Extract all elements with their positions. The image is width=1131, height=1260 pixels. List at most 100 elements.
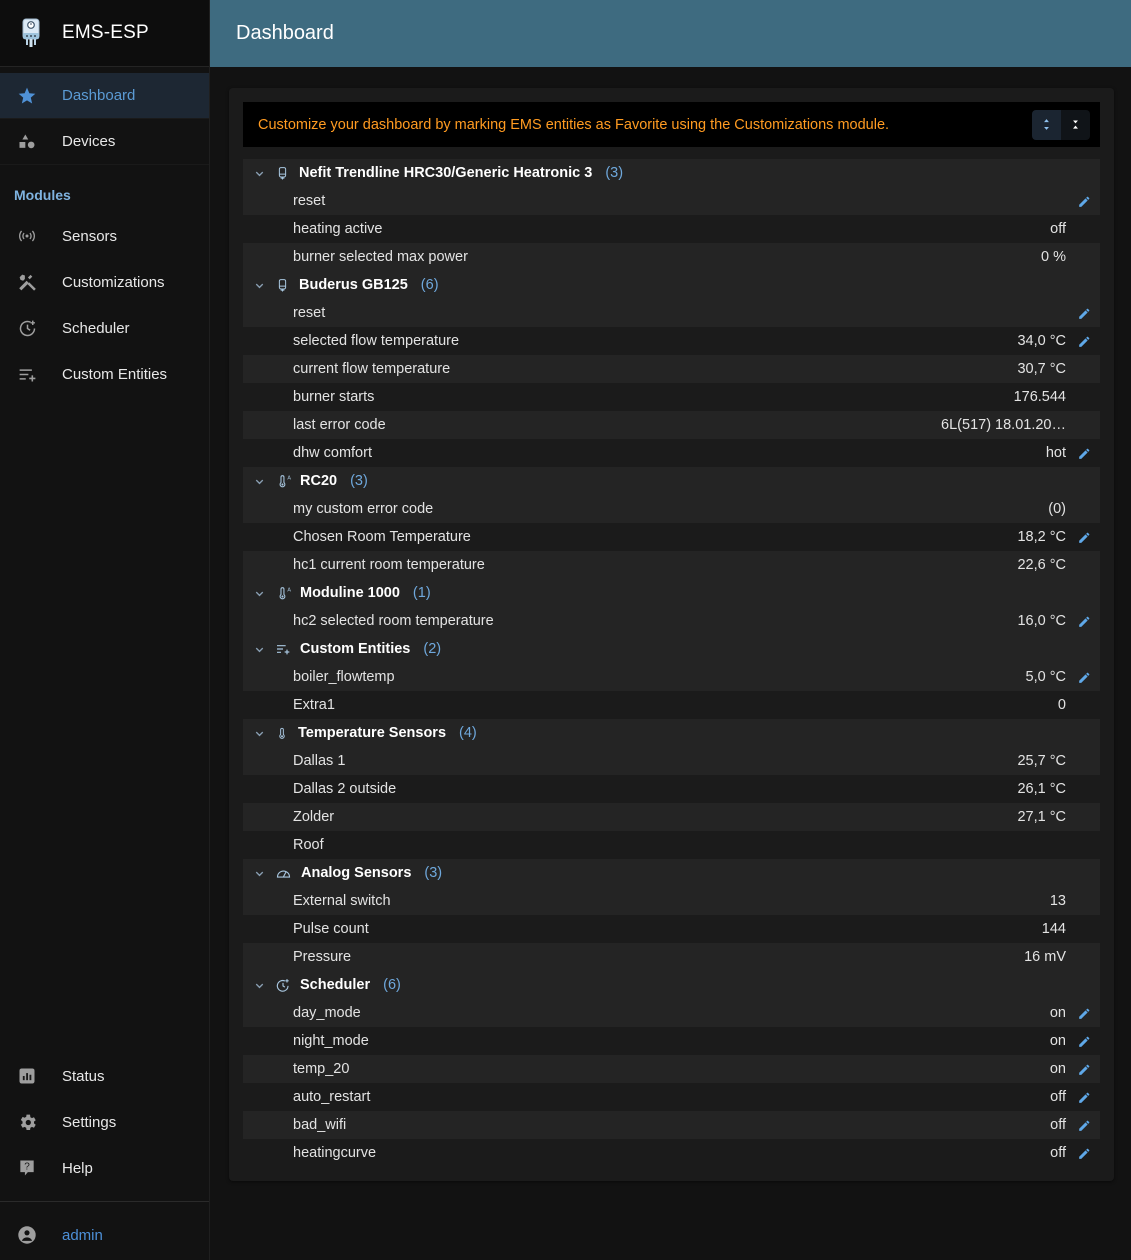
group-header[interactable]: Analog Sensors (3) bbox=[243, 859, 1100, 887]
table-row[interactable]: auto_restart off bbox=[243, 1083, 1100, 1111]
brand-title: EMS-ESP bbox=[62, 22, 149, 43]
sidebar-item-settings[interactable]: Settings bbox=[0, 1099, 209, 1145]
entity-name: External switch bbox=[293, 893, 391, 909]
chevron-down-icon[interactable] bbox=[253, 727, 266, 740]
group-header[interactable]: Custom Entities (2) bbox=[243, 635, 1100, 663]
unfold-less-icon[interactable] bbox=[1061, 109, 1090, 140]
sidebar-item-custom-entities[interactable]: Custom Entities bbox=[0, 351, 209, 397]
entity-value: 6L(517) 18.01.20… bbox=[941, 417, 1066, 433]
table-row[interactable]: burner selected max power 0 % bbox=[243, 243, 1100, 271]
group-header[interactable]: A RC20 (3) bbox=[243, 467, 1100, 495]
chevron-down-icon[interactable] bbox=[253, 279, 266, 292]
main-area: Dashboard Customize your dashboard by ma… bbox=[210, 0, 1131, 1260]
pencil-edit-icon[interactable] bbox=[1066, 194, 1092, 209]
pencil-edit-icon[interactable] bbox=[1066, 1118, 1092, 1133]
banner-buttons bbox=[1032, 109, 1090, 140]
sidebar: EMS-ESP Dashboard Devices Modules bbox=[0, 0, 210, 1260]
chevron-down-icon[interactable] bbox=[253, 587, 266, 600]
pencil-edit-icon[interactable] bbox=[1066, 1006, 1092, 1021]
pencil-edit-icon[interactable] bbox=[1066, 530, 1092, 545]
table-row[interactable]: Chosen Room Temperature 18,2 °C bbox=[243, 523, 1100, 551]
entity-name: burner selected max power bbox=[293, 249, 468, 265]
entity-value: 16,0 °C bbox=[1017, 613, 1066, 629]
sidebar-item-sensors-label: Sensors bbox=[62, 227, 118, 245]
table-row[interactable]: current flow temperature 30,7 °C bbox=[243, 355, 1100, 383]
table-row[interactable]: Extra1 0 bbox=[243, 691, 1100, 719]
chevron-down-icon[interactable] bbox=[253, 475, 266, 488]
pencil-edit-icon[interactable] bbox=[1066, 1062, 1092, 1077]
pencil-edit-icon[interactable] bbox=[1066, 1090, 1092, 1105]
sidebar-item-devices-label: Devices bbox=[62, 133, 116, 150]
bar-chart-icon bbox=[14, 1066, 40, 1086]
table-row[interactable]: hc1 current room temperature 22,6 °C bbox=[243, 551, 1100, 579]
table-row[interactable]: Dallas 1 25,7 °C bbox=[243, 747, 1100, 775]
group-name: Scheduler bbox=[300, 977, 371, 993]
table-row[interactable]: Zolder 27,1 °C bbox=[243, 803, 1100, 831]
entity-value: hot bbox=[1045, 445, 1066, 461]
group-header[interactable]: Scheduler (6) bbox=[243, 971, 1100, 999]
sidebar-item-customizations[interactable]: Customizations bbox=[0, 259, 209, 305]
thermostat-icon: A bbox=[275, 473, 291, 490]
table-row[interactable]: my custom error code (0) bbox=[243, 495, 1100, 523]
entity-table: Nefit Trendline HRC30/Generic Heatronic … bbox=[243, 159, 1100, 1167]
devices-icon bbox=[14, 132, 40, 152]
group-header[interactable]: Nefit Trendline HRC30/Generic Heatronic … bbox=[243, 159, 1100, 187]
sidebar-item-sensors[interactable]: Sensors bbox=[0, 213, 209, 259]
pencil-edit-icon[interactable] bbox=[1066, 446, 1092, 461]
pencil-edit-icon[interactable] bbox=[1066, 614, 1092, 629]
table-row[interactable]: Roof bbox=[243, 831, 1100, 859]
table-row[interactable]: Dallas 2 outside 26,1 °C bbox=[243, 775, 1100, 803]
pencil-edit-icon[interactable] bbox=[1066, 334, 1092, 349]
pencil-edit-icon[interactable] bbox=[1066, 1146, 1092, 1161]
table-row[interactable]: heatingcurve off bbox=[243, 1139, 1100, 1167]
table-row[interactable]: hc2 selected room temperature 16,0 °C bbox=[243, 607, 1100, 635]
group-header[interactable]: Buderus GB125 (6) bbox=[243, 271, 1100, 299]
sidebar-item-customizations-label: Customizations bbox=[62, 273, 165, 291]
pencil-edit-icon[interactable] bbox=[1066, 1034, 1092, 1049]
chevron-down-icon[interactable] bbox=[253, 979, 266, 992]
sensors-broadcast-icon bbox=[14, 226, 40, 246]
entity-name: reset bbox=[293, 193, 326, 209]
sidebar-item-devices[interactable]: Devices bbox=[0, 119, 209, 165]
table-row[interactable]: reset bbox=[243, 187, 1100, 215]
table-row[interactable]: heating active off bbox=[243, 215, 1100, 243]
table-row[interactable]: Pulse count 144 bbox=[243, 915, 1100, 943]
boiler-logo-icon bbox=[14, 16, 48, 50]
pencil-edit-icon[interactable] bbox=[1066, 306, 1092, 321]
group-count: (1) bbox=[412, 585, 431, 601]
entity-name: Roof bbox=[293, 837, 324, 853]
table-row[interactable]: burner starts 176.544 bbox=[243, 383, 1100, 411]
sidebar-user-admin[interactable]: admin bbox=[0, 1210, 209, 1260]
table-row[interactable]: bad_wifi off bbox=[243, 1111, 1100, 1139]
table-row[interactable]: night_mode on bbox=[243, 1027, 1100, 1055]
svg-text:?: ? bbox=[24, 1162, 30, 1173]
entity-name: Zolder bbox=[293, 809, 335, 825]
group-name: RC20 bbox=[300, 473, 338, 489]
table-row[interactable]: day_mode on bbox=[243, 999, 1100, 1027]
table-row[interactable]: dhw comfort hot bbox=[243, 439, 1100, 467]
chevron-down-icon[interactable] bbox=[253, 167, 266, 180]
entity-name: auto_restart bbox=[293, 1089, 371, 1105]
table-row[interactable]: reset bbox=[243, 299, 1100, 327]
table-row[interactable]: last error code 6L(517) 18.01.20… bbox=[243, 411, 1100, 439]
sidebar-item-scheduler[interactable]: Scheduler bbox=[0, 305, 209, 351]
gear-icon bbox=[14, 1112, 40, 1133]
sidebar-item-dashboard[interactable]: Dashboard bbox=[0, 73, 209, 119]
unfold-more-icon[interactable] bbox=[1032, 109, 1061, 140]
content-area: Customize your dashboard by marking EMS … bbox=[210, 67, 1131, 1181]
table-row[interactable]: External switch 13 bbox=[243, 887, 1100, 915]
group-header[interactable]: Temperature Sensors (4) bbox=[243, 719, 1100, 747]
chevron-down-icon[interactable] bbox=[253, 643, 266, 656]
table-row[interactable]: temp_20 on bbox=[243, 1055, 1100, 1083]
sidebar-item-status[interactable]: Status bbox=[0, 1053, 209, 1099]
table-row[interactable]: selected flow temperature 34,0 °C bbox=[243, 327, 1100, 355]
pencil-edit-icon[interactable] bbox=[1066, 670, 1092, 685]
table-row[interactable]: boiler_flowtemp 5,0 °C bbox=[243, 663, 1100, 691]
sidebar-item-help[interactable]: ? Help bbox=[0, 1145, 209, 1191]
group-header[interactable]: A Moduline 1000 (1) bbox=[243, 579, 1100, 607]
group-name: Custom Entities bbox=[300, 641, 411, 657]
table-row[interactable]: Pressure 16 mV bbox=[243, 943, 1100, 971]
thermostat-icon: A bbox=[275, 585, 291, 602]
entity-value: 27,1 °C bbox=[1017, 809, 1066, 825]
chevron-down-icon[interactable] bbox=[253, 867, 266, 880]
